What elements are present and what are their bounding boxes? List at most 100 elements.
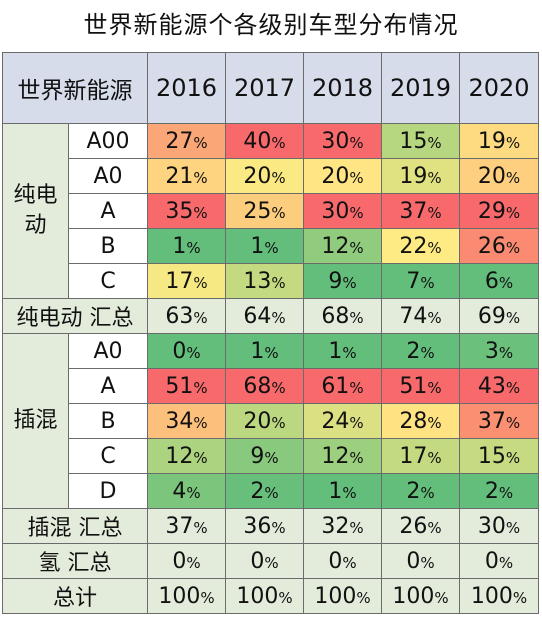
total-cell: 26%: [381, 508, 460, 544]
summary-cell: 100%: [147, 578, 226, 614]
group-label: 纯电动: [2, 123, 69, 299]
summary-label: 总计: [2, 578, 148, 614]
heat-cell: 4%: [147, 473, 226, 509]
year-header: 2019: [381, 52, 460, 124]
heat-cell: 51%: [147, 368, 226, 404]
total-cell: 63%: [147, 298, 226, 334]
total-cell: 74%: [381, 298, 460, 334]
heat-cell: 7%: [381, 263, 460, 299]
heat-cell: 6%: [459, 263, 539, 299]
heat-cell: 19%: [459, 123, 539, 159]
total-cell: 69%: [459, 298, 539, 334]
row-label: A0: [68, 333, 148, 369]
row-label: A: [68, 368, 148, 404]
summary-cell: 0%: [459, 543, 539, 579]
heat-cell: 20%: [459, 158, 539, 194]
heat-cell: 9%: [225, 438, 304, 474]
total-cell: 64%: [225, 298, 304, 334]
heat-cell: 15%: [381, 123, 460, 159]
heat-cell: 2%: [381, 333, 460, 369]
year-header: 2020: [459, 52, 539, 124]
heat-cell: 12%: [147, 438, 226, 474]
heat-cell: 2%: [225, 473, 304, 509]
heat-cell: 1%: [147, 228, 226, 264]
heat-cell: 12%: [303, 228, 382, 264]
heat-cell: 37%: [459, 403, 539, 439]
row-label: A: [68, 193, 148, 229]
group-label: 插混: [2, 333, 69, 509]
total-cell: 68%: [303, 298, 382, 334]
heat-cell: 20%: [225, 158, 304, 194]
heat-cell: 30%: [303, 123, 382, 159]
heat-cell: 68%: [225, 368, 304, 404]
heat-cell: 3%: [459, 333, 539, 369]
chart-title: 世界新能源个各级别车型分布情况: [83, 10, 459, 39]
row-label: A00: [68, 123, 148, 159]
heat-row: 纯电动 A00 27% 40% 30% 15% 19%: [2, 123, 539, 299]
heat-cell: 22%: [381, 228, 460, 264]
heat-cell: 12%: [303, 438, 382, 474]
row-label: C: [68, 438, 148, 474]
summary-cell: 0%: [381, 543, 460, 579]
heat-row: C 12% 9% 12% 17% 15%: [3, 438, 539, 474]
heat-cell: 0%: [147, 333, 226, 369]
heat-cell: 1%: [303, 473, 382, 509]
total-cell: 36%: [225, 508, 304, 544]
heat-row: C 17% 13% 9% 7% 6%: [3, 263, 539, 299]
heat-row: A 35% 25% 30% 37% 29%: [3, 193, 539, 229]
heat-cell: 17%: [147, 263, 226, 299]
year-header: 2016: [147, 52, 226, 124]
heat-cell: 19%: [381, 158, 460, 194]
summary-cell: 100%: [303, 578, 382, 614]
heat-cell: 1%: [225, 333, 304, 369]
heat-cell: 24%: [303, 403, 382, 439]
row-label: B: [68, 228, 148, 264]
heatmap-body: 纯电动 A00 27% 40% 30% 15% 19% A0 21% 20% 20% 19% 20% A 3…: [2, 123, 539, 614]
summary-cell: 0%: [303, 543, 382, 579]
heat-cell: 2%: [459, 473, 539, 509]
heat-cell: 29%: [459, 193, 539, 229]
heat-cell: 21%: [147, 158, 226, 194]
heat-row: B 1% 1% 12% 22% 26%: [3, 228, 539, 264]
heat-cell: 37%: [381, 193, 460, 229]
heat-row: 插混 A0 0% 1% 1% 2% 3%: [2, 333, 539, 509]
heat-cell: 51%: [381, 368, 460, 404]
heat-cell: 15%: [459, 438, 539, 474]
heat-cell: 26%: [459, 228, 539, 264]
row-label: C: [68, 263, 148, 299]
total-cell: 30%: [459, 508, 539, 544]
heat-cell: 35%: [147, 193, 226, 229]
row-label: D: [68, 473, 148, 509]
summary-label: 氢 汇总: [2, 543, 148, 579]
heat-cell: 61%: [303, 368, 382, 404]
summary-cell: 100%: [225, 578, 304, 614]
total-row: 纯电动 汇总 63% 64% 68% 74% 69%: [2, 298, 539, 334]
heat-cell: 20%: [225, 403, 304, 439]
heat-cell: 2%: [381, 473, 460, 509]
heat-row: D 4% 2% 1% 2% 2%: [3, 473, 539, 509]
year-header: 2017: [225, 52, 304, 124]
summary-cell: 0%: [225, 543, 304, 579]
heat-row: A 51% 68% 61% 51% 43%: [3, 368, 539, 404]
heat-cell: 17%: [381, 438, 460, 474]
heat-cell: 1%: [303, 333, 382, 369]
heat-row: A0 21% 20% 20% 19% 20%: [3, 158, 539, 194]
heat-cell: 9%: [303, 263, 382, 299]
summary-cell: 100%: [459, 578, 539, 614]
summary-cell: 0%: [147, 543, 226, 579]
summary-row: 总计 100% 100% 100% 100% 100%: [2, 578, 539, 614]
total-cell: 32%: [303, 508, 382, 544]
total-row: 插混 汇总 37% 36% 32% 26% 30%: [2, 508, 539, 544]
summary-cell: 100%: [381, 578, 460, 614]
row-label: A0: [68, 158, 148, 194]
total-label: 纯电动 汇总: [2, 298, 148, 334]
heat-row: B 34% 20% 24% 28% 37%: [3, 403, 539, 439]
heat-cell: 25%: [225, 193, 304, 229]
year-header: 2018: [303, 52, 382, 124]
header-row: 世界新能源 2016 2017 2018 2019 2020: [2, 52, 539, 124]
summary-row: 氢 汇总 0% 0% 0% 0% 0%: [2, 543, 539, 579]
heat-cell: 1%: [225, 228, 304, 264]
heat-cell: 13%: [225, 263, 304, 299]
heat-cell: 27%: [147, 123, 226, 159]
total-label: 插混 汇总: [2, 508, 148, 544]
